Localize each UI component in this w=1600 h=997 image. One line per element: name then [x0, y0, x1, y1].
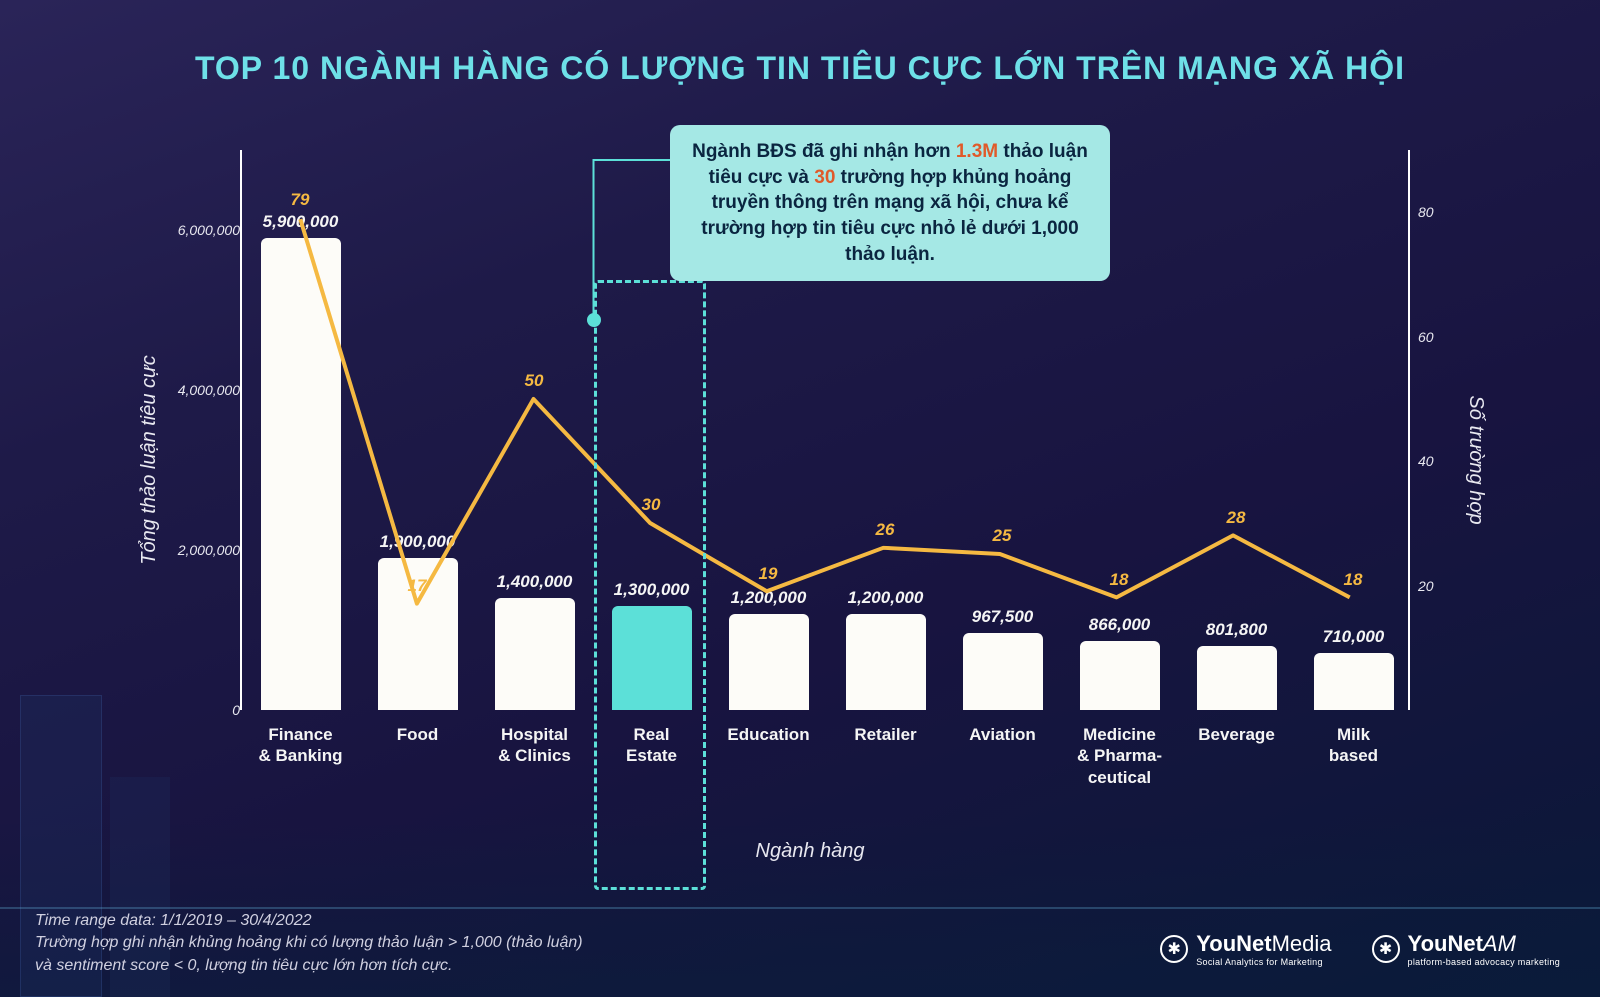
connector-dot	[587, 313, 601, 327]
logo-younet-am: ✱ YouNetAM platform-based advocacy marke…	[1372, 931, 1560, 967]
category-label: Retailer	[831, 724, 941, 745]
logo2-main: YouNet	[1408, 931, 1483, 956]
logo-younet-media: ✱ YouNetMedia Social Analytics for Marke…	[1160, 931, 1331, 967]
bar-value-label: 801,800	[1206, 620, 1267, 640]
y-axis-right-label: Số trường hợp	[1464, 395, 1487, 524]
line-value-label: 50	[525, 371, 544, 391]
bar: 801,800	[1197, 646, 1277, 710]
y-right-tick: 60	[1418, 329, 1448, 345]
x-axis-title: Ngành hàng	[756, 840, 865, 863]
footer-line-2: Trường hợp ghi nhận khủng hoảng khi có l…	[35, 932, 583, 954]
y-right-tick: 20	[1418, 578, 1448, 594]
bar-value-label: 1,400,000	[497, 572, 573, 592]
bar-value-label: 1,200,000	[848, 588, 924, 608]
category-label: Aviation	[948, 724, 1058, 745]
line-value-label: 18	[1110, 570, 1129, 590]
y-left-tick: 0	[165, 702, 240, 718]
category-label: Medicine& Pharma-ceutical	[1065, 724, 1175, 788]
y-axis-left-label: Tổng thảo luận tiêu cực	[138, 355, 161, 564]
bar-value-label: 1,300,000	[614, 580, 690, 600]
bar: 1,200,000	[846, 614, 926, 710]
category-label: Food	[363, 724, 473, 745]
y-left-tick: 4,000,000	[165, 382, 240, 398]
bar-value-label: 1,900,000	[380, 532, 456, 552]
y-right-tick: 40	[1418, 453, 1448, 469]
logo1-main: YouNet	[1196, 931, 1271, 956]
category-label: Beverage	[1182, 724, 1292, 745]
category-label: Education	[714, 724, 824, 745]
ground-line	[0, 907, 1600, 909]
bar: 710,000	[1314, 653, 1394, 710]
category-label: RealEstate	[597, 724, 707, 767]
category-label: Hospital& Clinics	[480, 724, 590, 767]
logos: ✱ YouNetMedia Social Analytics for Marke…	[1160, 931, 1560, 967]
bar-value-label: 1,200,000	[731, 588, 807, 608]
footer-line-3: và sentiment score < 0, lượng tin tiêu c…	[35, 955, 583, 977]
logo1-suffix: Media	[1272, 931, 1332, 956]
bar-value-label: 710,000	[1323, 627, 1384, 647]
page-title: TOP 10 NGÀNH HÀNG CÓ LƯỢNG TIN TIÊU CỰC …	[0, 50, 1600, 87]
callout-highlight-2: 30	[814, 167, 835, 188]
callout-text-pre: Ngành BĐS đã ghi nhận hơn	[692, 141, 956, 162]
footer-notes: Time range data: 1/1/2019 – 30/4/2022 Tr…	[35, 910, 583, 977]
callout-highlight-1: 1.3M	[956, 141, 998, 162]
y-right-tick: 80	[1418, 204, 1448, 220]
bar-value-label: 967,500	[972, 607, 1033, 627]
logo2-sub: platform-based advocacy marketing	[1408, 957, 1560, 967]
line-value-label: 25	[993, 526, 1012, 546]
bar: 1,200,000	[729, 614, 809, 710]
line-value-label: 30	[642, 495, 661, 515]
line-value-label: 26	[876, 520, 895, 540]
bar: 1,300,000	[612, 606, 692, 710]
logo1-sub: Social Analytics for Marketing	[1196, 957, 1331, 967]
bar-value-label: 866,000	[1089, 615, 1150, 635]
bar: 5,900,000	[261, 238, 341, 710]
bar-value-label: 5,900,000	[263, 212, 339, 232]
logo-icon: ✱	[1160, 935, 1188, 963]
line-value-label: 79	[291, 190, 310, 210]
line-value-label: 18	[1344, 570, 1363, 590]
category-label: Milkbased	[1299, 724, 1409, 767]
bar: 967,500	[963, 633, 1043, 710]
y-left-tick: 2,000,000	[165, 542, 240, 558]
y-left-tick: 6,000,000	[165, 222, 240, 238]
callout-box: Ngành BĐS đã ghi nhận hơn 1.3M thảo luận…	[670, 125, 1110, 281]
line-value-label: 28	[1227, 508, 1246, 528]
footer-line-1: Time range data: 1/1/2019 – 30/4/2022	[35, 910, 583, 932]
line-value-label: 17	[408, 576, 427, 596]
logo2-suffix: AM	[1483, 931, 1516, 956]
logo-icon: ✱	[1372, 935, 1400, 963]
category-label: Finance& Banking	[246, 724, 356, 767]
line-value-label: 19	[759, 564, 778, 584]
bar: 866,000	[1080, 641, 1160, 710]
bar: 1,400,000	[495, 598, 575, 710]
